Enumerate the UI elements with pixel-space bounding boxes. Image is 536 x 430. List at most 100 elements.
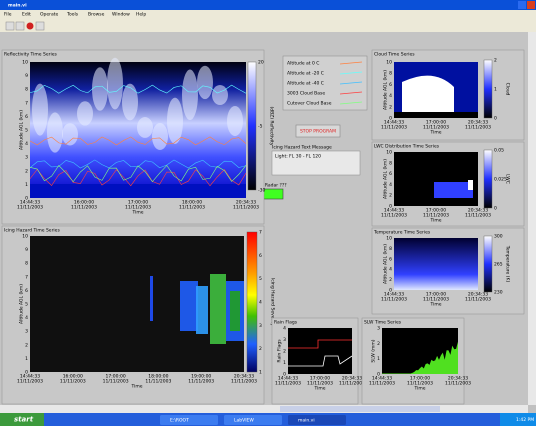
y-tick-label: 1 (25, 182, 28, 188)
chart-title: SLW Time Series (364, 320, 402, 326)
task-label: LabVIEW (234, 418, 254, 424)
colorbar-tick: 230 (494, 290, 503, 296)
colorbar (484, 150, 492, 208)
x-tick-date: 11/11/2003 (369, 381, 395, 387)
y-tick-label: 6 (25, 114, 28, 120)
task-button[interactable] (288, 415, 346, 425)
x-tick-date: 11/11/2003 (381, 125, 407, 131)
plot-area (288, 328, 352, 374)
cloud-region (402, 76, 454, 118)
x-tick-date: 11/11/2003 (445, 381, 471, 387)
v-scrollbar[interactable] (528, 32, 536, 405)
menu-item[interactable]: Help (136, 12, 146, 18)
y-tick-label: 8 (25, 261, 28, 267)
y-tick-label: 9 (25, 73, 28, 79)
colorbar-label: Cloud (505, 83, 511, 96)
legend-label: Altitude at -40 C (287, 81, 324, 87)
colorbar (248, 62, 256, 190)
x-tick-date: 11/11/2003 (381, 297, 407, 303)
y-tick-label: 5 (25, 128, 28, 134)
colorbar-label: LWC (505, 174, 511, 184)
x-tick-date: 11/11/2003 (103, 379, 129, 385)
menu-item[interactable]: Operate (40, 12, 59, 18)
chart-title: Temperature Time Series (373, 230, 431, 236)
chart-title: LWC Distribution Time Series (374, 144, 440, 150)
cloud-echo (137, 117, 153, 138)
legend-label: Altitude at -20 C (287, 71, 324, 77)
y-tick-label: 5 (25, 302, 28, 308)
y-tick-label: 6 (389, 256, 392, 262)
x-tick-date: 11/11/2003 (60, 379, 86, 385)
colorbar-tick: 300 (494, 234, 503, 240)
y-tick-label: 1 (377, 356, 380, 362)
y-tick-label: 8 (389, 246, 392, 252)
colorbar-label: (dBZ) Reflectivity (269, 106, 275, 145)
task-label: E:\ROOT (170, 418, 189, 424)
x-tick-date: 11/11/2003 (71, 205, 97, 211)
task-button[interactable] (160, 415, 218, 425)
y-tick-label: 7 (25, 100, 28, 106)
x-tick-date: 11/11/2003 (145, 379, 171, 385)
y-tick-label: 10 (22, 60, 28, 66)
y-tick-label: 3 (283, 337, 286, 343)
menu-item[interactable]: Browse (88, 12, 105, 18)
x-axis-label: Time (131, 210, 143, 216)
pause-button[interactable] (36, 22, 44, 30)
x-axis-label: Time (429, 130, 441, 136)
x-tick-date: 11/11/2003 (381, 213, 407, 219)
x-tick-date: 11/11/2003 (465, 213, 491, 219)
y-tick-label: 8 (389, 71, 392, 77)
chart-title: Cloud Time Series (374, 52, 415, 58)
y-axis-label: Altitude AGL (km) (19, 110, 25, 150)
y-tick-label: 3 (377, 326, 380, 332)
x-axis-label: Time (130, 384, 142, 390)
y-tick-label: 10 (386, 150, 392, 156)
cloud-echo (77, 101, 93, 125)
colorbar-tick: 1 (259, 370, 262, 376)
h-scrollbar[interactable] (0, 405, 528, 413)
minimize-button[interactable] (518, 1, 526, 9)
abort-button[interactable] (27, 23, 34, 30)
colorbar-tick: 20 (258, 60, 264, 66)
colorbar-tick: 2 (259, 346, 262, 352)
menu-item[interactable]: Window (112, 12, 130, 18)
colorbar-tick: 1 (494, 87, 497, 93)
x-axis-label: Time (313, 386, 325, 392)
plot-area (394, 238, 478, 290)
run-continuous-button[interactable] (16, 22, 24, 30)
menu-item[interactable]: Edit (22, 12, 31, 18)
y-tick-label: 6 (389, 171, 392, 177)
y-tick-label: 6 (25, 288, 28, 294)
icing-cell (210, 274, 226, 344)
x-tick-date: 11/11/2003 (275, 381, 301, 387)
y-tick-label: 1 (283, 360, 286, 366)
run-button[interactable] (6, 22, 14, 30)
clock: 1:42 PM (516, 417, 534, 423)
colorbar-tick: 6 (259, 253, 262, 259)
menu-item[interactable]: File (4, 12, 12, 18)
title-bar (0, 0, 536, 10)
h-scroll-thumb[interactable] (280, 406, 440, 412)
colorbar (484, 236, 492, 292)
y-tick-label: 3 (25, 155, 28, 161)
y-tick-label: 9 (25, 247, 28, 253)
cloud-echo (182, 70, 198, 121)
chart-title: Icing Hazard Time Series (4, 228, 60, 234)
colorbar (247, 232, 257, 372)
lwc-band (434, 182, 473, 198)
y-tick-label: 2 (283, 349, 286, 355)
y-tick-label: 3 (25, 329, 28, 335)
y-axis-label: Altitude AGL (km) (19, 284, 25, 324)
x-tick-date: 11/11/2003 (465, 297, 491, 303)
x-axis-label: Time (429, 302, 441, 308)
close-button[interactable] (527, 1, 535, 9)
y-tick-label: 10 (386, 60, 392, 66)
icing-cell (196, 286, 208, 334)
menu-toolbar (0, 10, 536, 32)
icing-message-label: Icing Hazard Text Message (272, 145, 332, 151)
y-axis-label: Rain Flags (277, 339, 283, 363)
y-tick-label: 4 (389, 182, 392, 188)
menu-item[interactable]: Tools (66, 12, 79, 18)
legend-label: Cutover Cloud Base (287, 101, 332, 107)
clear-region (394, 112, 478, 118)
